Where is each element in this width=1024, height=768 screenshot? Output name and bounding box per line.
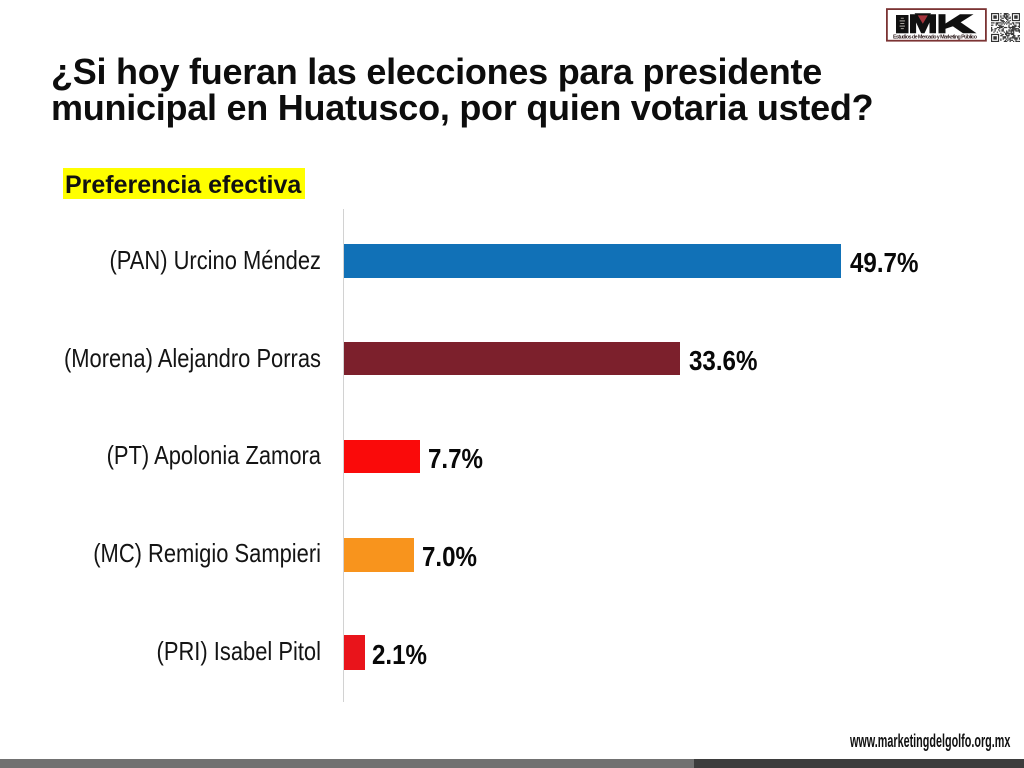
svg-text:Estudios de Mercado y Marketin: Estudios de Mercado y Marketing Público bbox=[893, 35, 978, 41]
